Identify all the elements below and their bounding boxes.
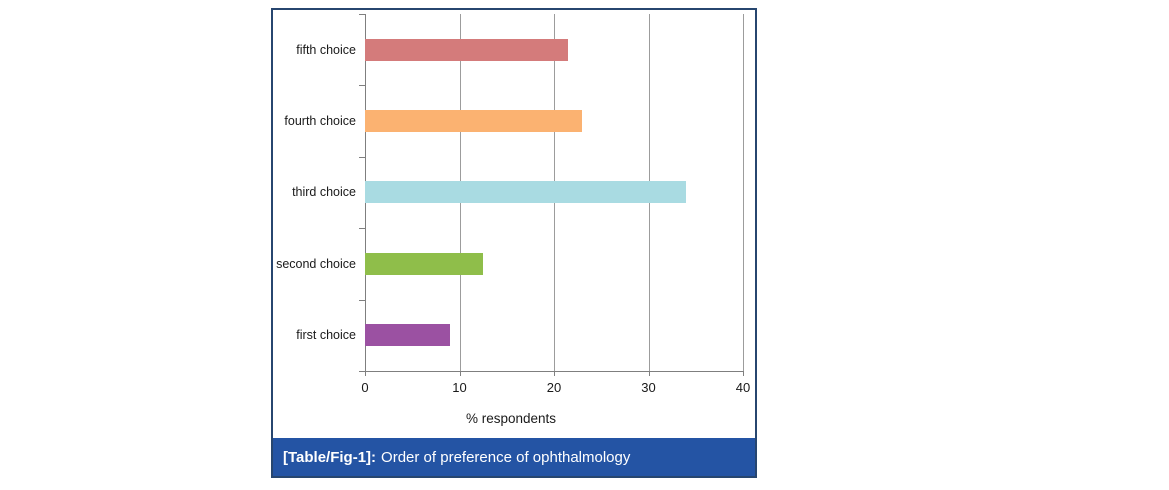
- bar-second-choice: [365, 252, 484, 275]
- gridline-x-40: [743, 14, 744, 371]
- category-label: third choice: [292, 185, 356, 200]
- y-tick-mark-3: [359, 228, 365, 230]
- x-tick-mark-30: [648, 371, 650, 376]
- x-tick-mark-40: [743, 371, 744, 376]
- y-tick-mark-2: [359, 156, 365, 158]
- chart-row: third choice: [273, 157, 743, 228]
- chart-row: second choice: [273, 228, 743, 299]
- chart-row: fourth choice: [273, 85, 743, 156]
- y-tick-mark-1: [359, 85, 365, 87]
- x-tick-label-0: 0: [361, 380, 369, 395]
- caption-prefix: [Table/Fig-1]:: [283, 448, 377, 466]
- x-tick-mark-10: [459, 371, 461, 376]
- x-tick-label-20: 20: [546, 380, 562, 395]
- bar-track: [365, 228, 743, 299]
- x-axis-title: % respondents: [465, 411, 557, 426]
- bar-track: [365, 85, 743, 156]
- x-tick-mark-0: [365, 371, 366, 376]
- chart-row: fifth choice: [273, 14, 743, 85]
- figure-caption: [Table/Fig-1]: Order of preference of op…: [273, 438, 755, 476]
- figure-box: 0 10 20 30 40 fifth choice fourth choice third …: [271, 8, 757, 478]
- caption-text: Order of preference of ophthalmology: [381, 448, 631, 466]
- x-tick-mark-20: [554, 371, 555, 376]
- x-tick-label-30: 30: [641, 380, 656, 395]
- x-tick-label-10: 10: [452, 380, 467, 395]
- category-label: first choice: [296, 328, 356, 343]
- bar-track: [365, 14, 743, 85]
- bar-track: [365, 157, 743, 228]
- plot-area: 0 10 20 30 40 fifth choice fourth choice third …: [273, 10, 755, 438]
- y-tick-mark-4: [359, 299, 365, 301]
- chart-row: first choice: [273, 300, 743, 371]
- bar-fifth-choice: [365, 38, 569, 61]
- category-label: fourth choice: [284, 114, 356, 129]
- x-tick-label-40: 40: [735, 380, 751, 395]
- bar-track: [365, 300, 743, 371]
- bar-third-choice: [365, 181, 687, 204]
- bar-first-choice: [365, 324, 451, 347]
- category-label: fifth choice: [296, 42, 356, 57]
- y-tick-mark-0: [359, 14, 365, 15]
- y-tick-mark-5: [359, 371, 365, 372]
- category-label: second choice: [276, 256, 356, 271]
- bar-fourth-choice: [365, 110, 583, 133]
